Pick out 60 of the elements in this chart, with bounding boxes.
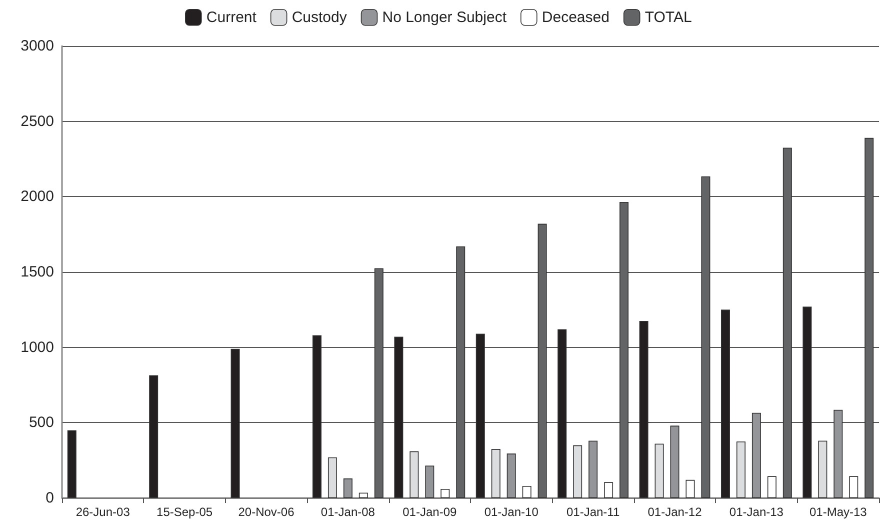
bar <box>802 306 812 498</box>
bar <box>670 426 680 498</box>
bar <box>440 488 450 498</box>
y-tick-label: 500 <box>28 414 54 432</box>
y-tick-label: 1000 <box>20 338 54 356</box>
bar <box>849 476 858 498</box>
bar <box>604 482 614 498</box>
y-tick-label: 2000 <box>20 188 54 206</box>
bar <box>701 176 710 498</box>
x-tick-label: 01-Jan-12 <box>648 505 702 519</box>
legend-label: TOTAL <box>644 8 692 26</box>
x-tick-label: 01-Jan-09 <box>402 505 457 519</box>
bar <box>654 444 664 498</box>
x-tick-label: 20-Nov-06 <box>238 505 295 519</box>
bar <box>834 410 843 498</box>
y-tick-label: 2500 <box>20 112 54 130</box>
x-tick-label: 01-Jan-13 <box>729 505 784 519</box>
bar <box>782 148 792 498</box>
y-tick-label: 3000 <box>20 38 54 54</box>
bar <box>686 480 695 498</box>
legend-label: Deceased <box>542 8 610 26</box>
x-tick-label: 15-Sep-05 <box>156 505 213 519</box>
x-tick-label: 01-Jan-10 <box>484 505 539 519</box>
legend-label: Custody <box>292 8 348 26</box>
bar <box>506 454 516 498</box>
bar <box>312 335 322 498</box>
x-tick-label: 01-May-13 <box>809 505 868 519</box>
bar <box>620 202 629 498</box>
bar <box>149 375 158 498</box>
bar <box>522 486 532 498</box>
bar <box>752 412 761 498</box>
bar <box>410 451 419 498</box>
bar <box>491 449 500 498</box>
bar <box>864 138 874 498</box>
bar <box>230 348 240 498</box>
y-tick-label: 0 <box>46 490 54 506</box>
bar <box>538 224 547 498</box>
bar <box>358 492 368 498</box>
x-tick-label: 01-Jan-11 <box>566 505 620 519</box>
bar <box>67 430 76 498</box>
bar <box>558 329 567 498</box>
bar <box>374 268 384 498</box>
legend-label: No Longer Subject <box>382 8 508 26</box>
y-tick-label: 1500 <box>20 264 54 280</box>
bar <box>394 336 404 498</box>
bar <box>328 457 337 498</box>
x-tick-label: 01-Jan-08 <box>320 505 376 519</box>
bar <box>818 440 828 498</box>
bar <box>639 320 648 498</box>
bar <box>425 466 434 498</box>
x-tick-label: 26-Jun-03 <box>76 505 130 519</box>
bar <box>767 476 776 498</box>
bar <box>720 310 730 498</box>
bar <box>343 478 352 498</box>
bar <box>736 442 746 498</box>
bar <box>456 246 466 498</box>
bar <box>476 334 485 498</box>
bar <box>573 445 582 498</box>
bar <box>588 440 598 498</box>
legend-label: Current <box>206 8 258 26</box>
